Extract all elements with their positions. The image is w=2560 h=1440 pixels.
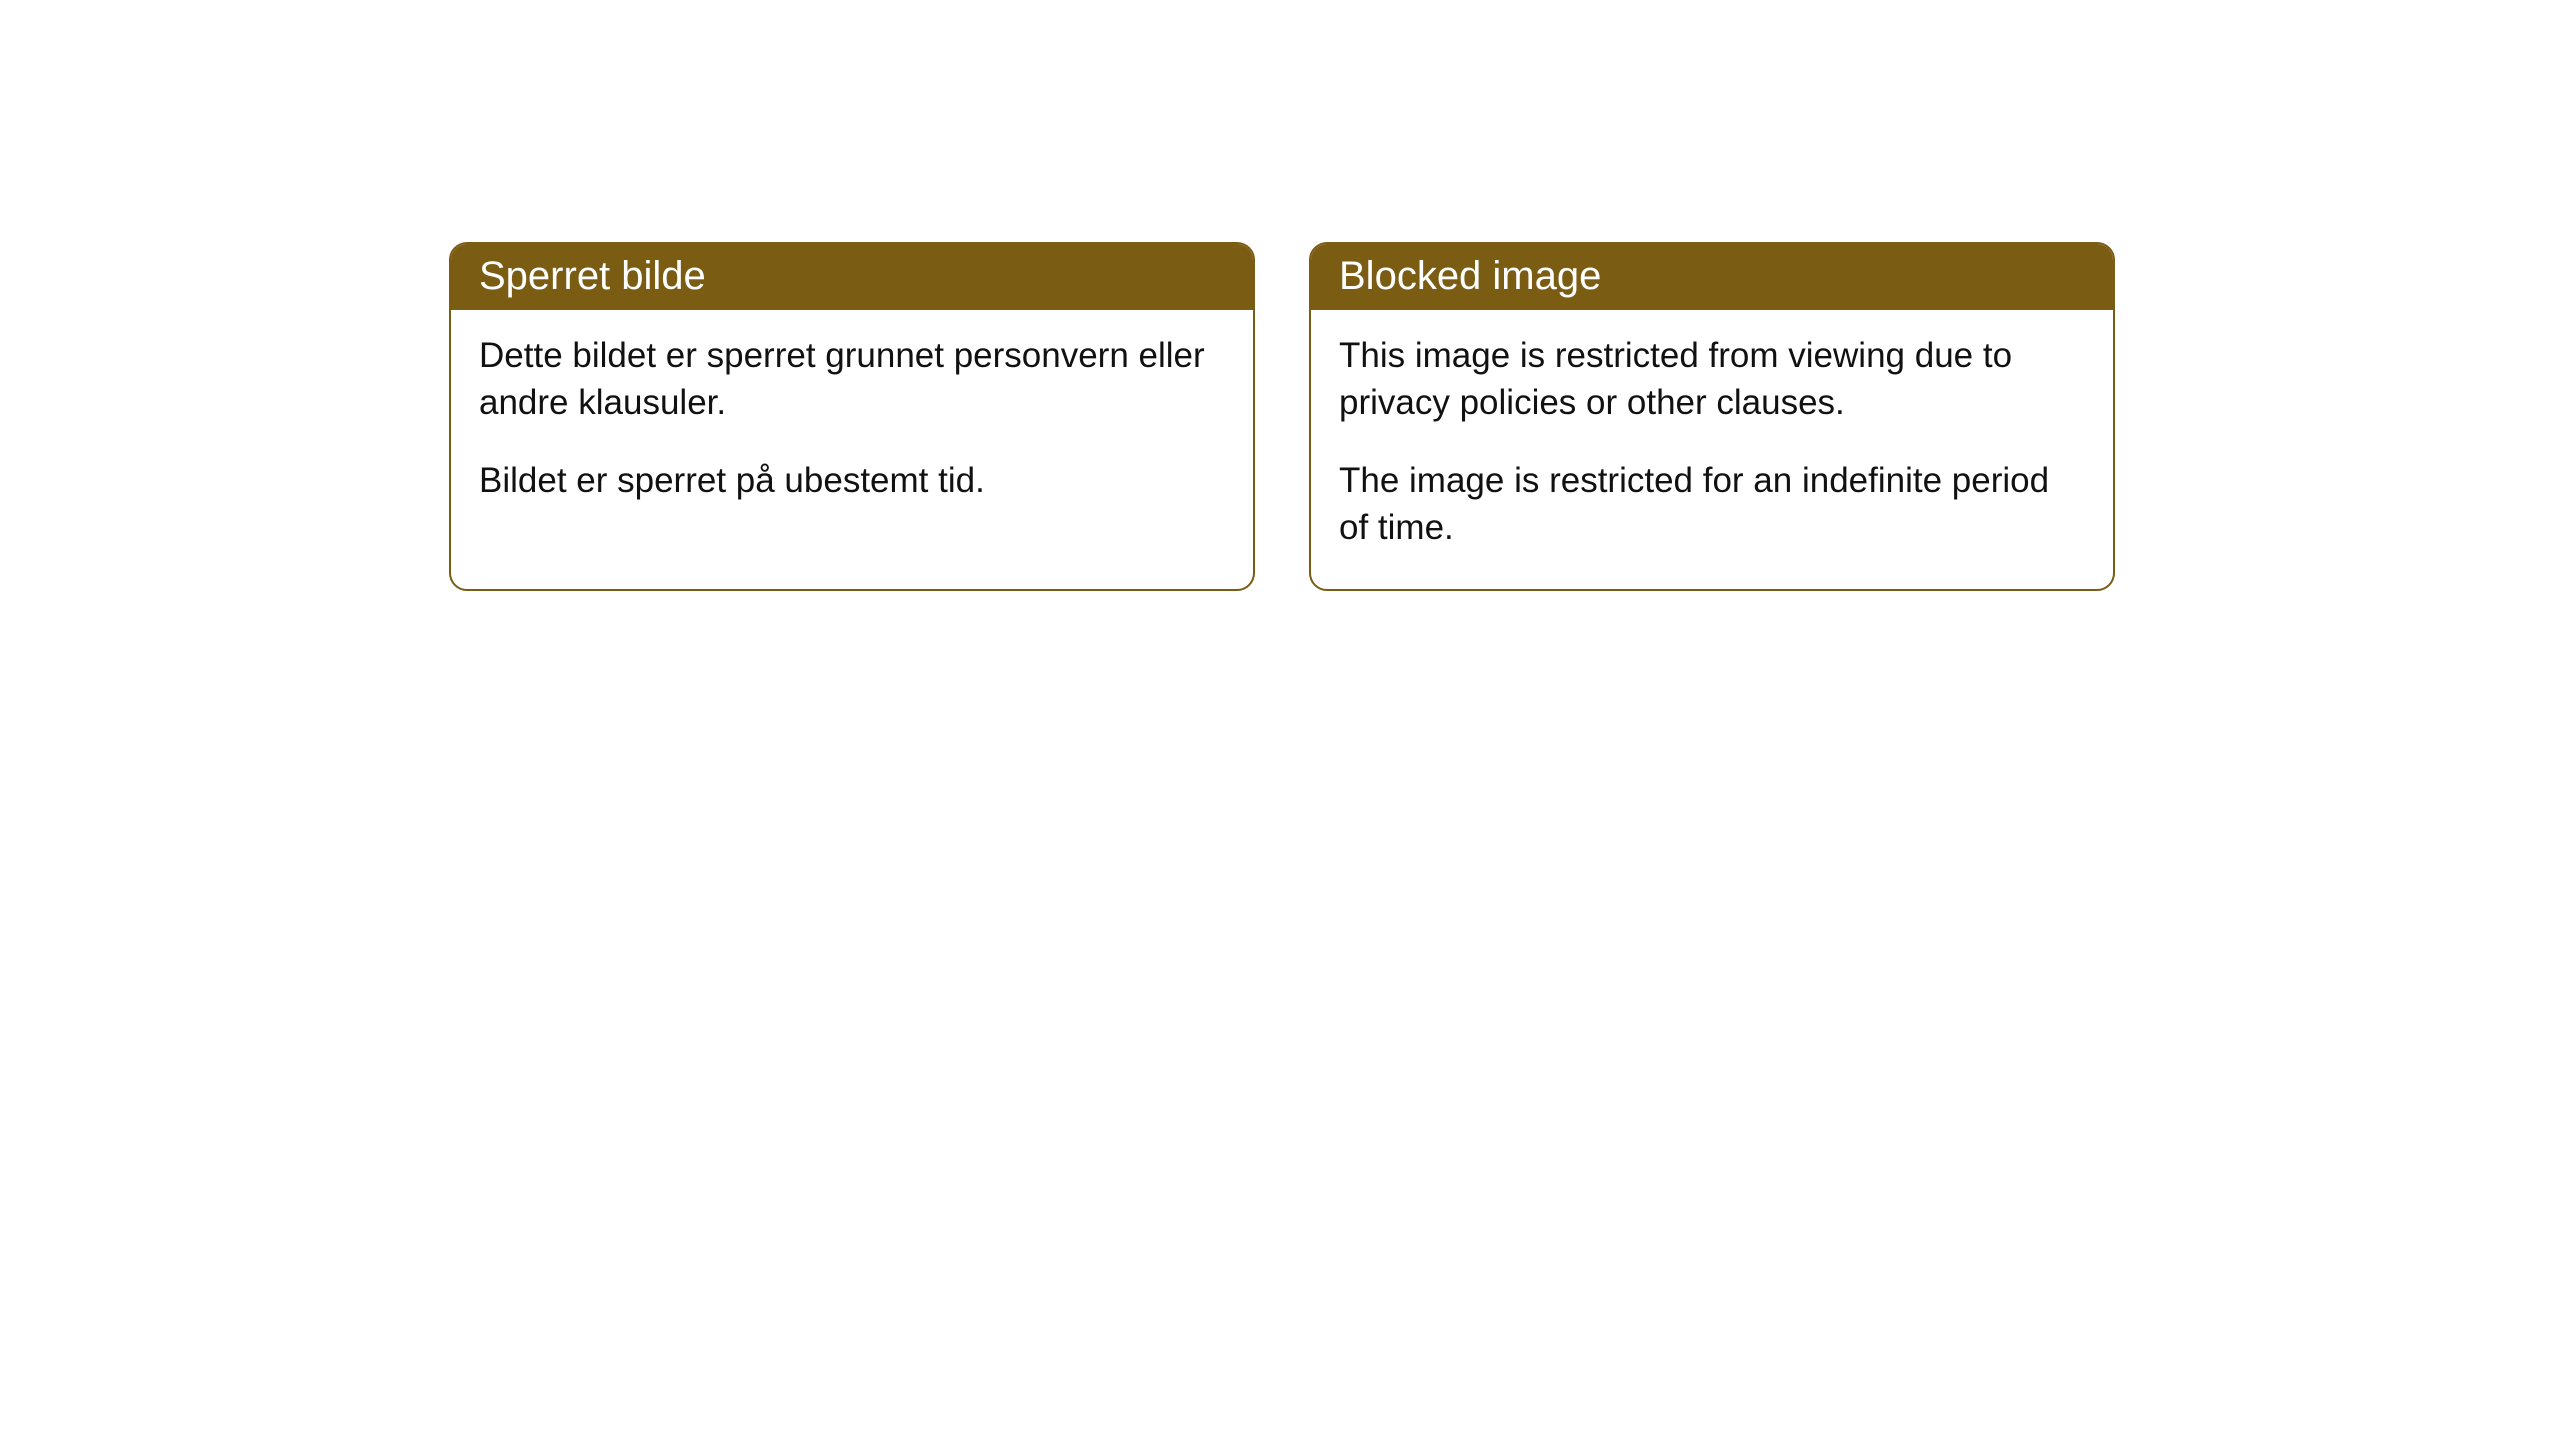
card-body: Dette bildet er sperret grunnet personve… bbox=[451, 310, 1253, 542]
card-header: Blocked image bbox=[1311, 244, 2113, 310]
card-header: Sperret bilde bbox=[451, 244, 1253, 310]
card-paragraph: The image is restricted for an indefinit… bbox=[1339, 457, 2085, 552]
card-paragraph: Dette bildet er sperret grunnet personve… bbox=[479, 332, 1225, 427]
notice-container: Sperret bilde Dette bildet er sperret gr… bbox=[449, 242, 2115, 591]
card-paragraph: Bildet er sperret på ubestemt tid. bbox=[479, 457, 1225, 504]
card-title: Blocked image bbox=[1339, 254, 1601, 298]
notice-card-norwegian: Sperret bilde Dette bildet er sperret gr… bbox=[449, 242, 1255, 591]
card-paragraph: This image is restricted from viewing du… bbox=[1339, 332, 2085, 427]
card-body: This image is restricted from viewing du… bbox=[1311, 310, 2113, 589]
notice-card-english: Blocked image This image is restricted f… bbox=[1309, 242, 2115, 591]
card-title: Sperret bilde bbox=[479, 254, 706, 298]
